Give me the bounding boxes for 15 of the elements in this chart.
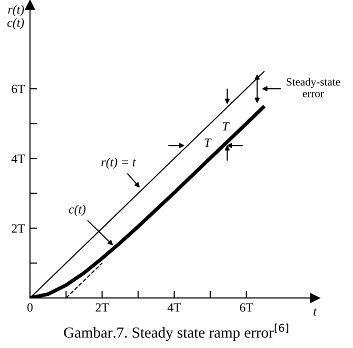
x-tick-label: 2T [96, 303, 109, 312]
x-axis-title: t [314, 308, 317, 316]
annotation: T [222, 122, 230, 130]
annotation: Steady-state error [286, 78, 340, 98]
annotation: r(t) = t [101, 158, 136, 169]
y-axis-title: r(t) c(t) [7, 4, 24, 30]
y-tick-label: 6T [12, 84, 25, 94]
y-tick-label: 2T [12, 224, 25, 233]
text: Gambar.7. Steady state ramp error$^{[6]}$ [64, 324, 288, 341]
y-tick-label: 4T [12, 154, 25, 163]
annotation: T [204, 138, 212, 147]
x-tick-label: 0 [27, 303, 33, 312]
annotation: c(t) [68, 204, 86, 216]
x-tick-label: 6T [240, 303, 254, 312]
x-tick-label: 4T [168, 303, 181, 312]
